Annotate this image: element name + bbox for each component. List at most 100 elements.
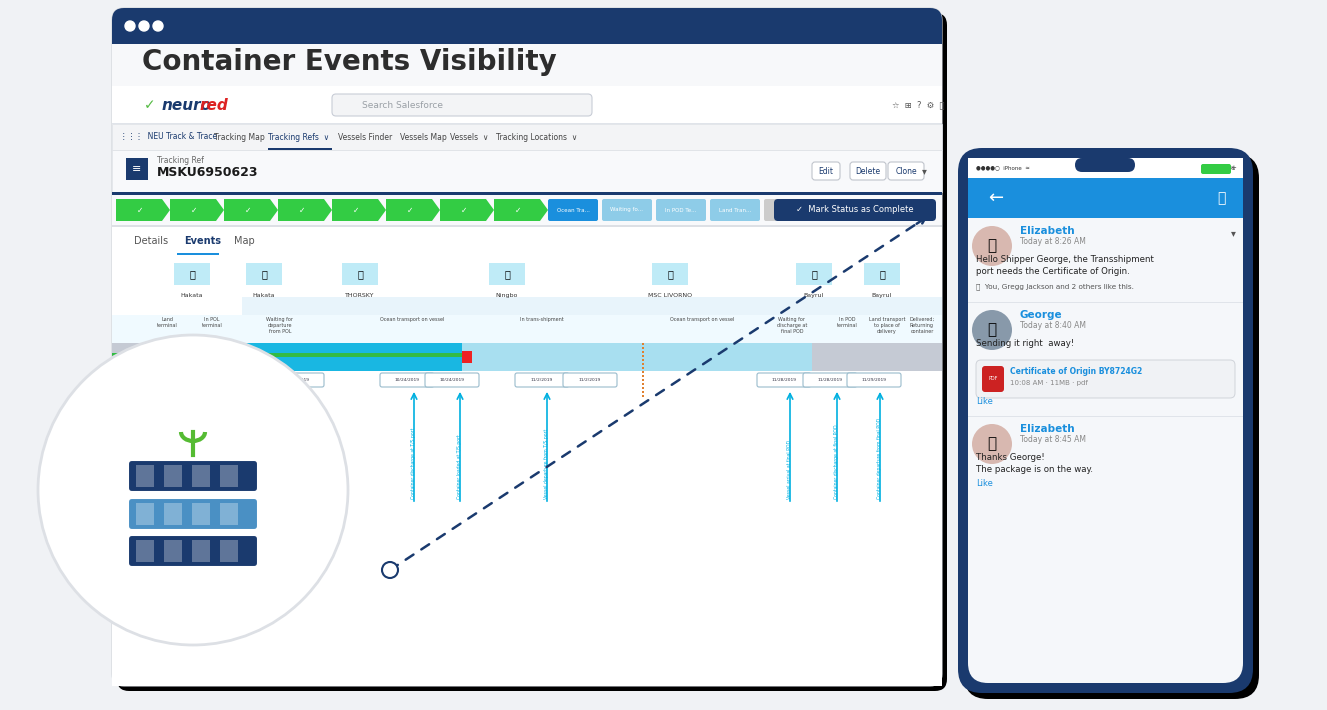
Text: Like: Like <box>975 479 993 488</box>
Bar <box>642 367 644 369</box>
Circle shape <box>971 310 1013 350</box>
Text: Bayrul: Bayrul <box>872 293 892 298</box>
FancyBboxPatch shape <box>127 460 257 492</box>
Text: Ocean Tra...: Ocean Tra... <box>556 207 589 212</box>
Text: Like: Like <box>975 397 993 406</box>
Text: Waiting fo...: Waiting fo... <box>610 207 644 212</box>
Text: MSC LIVORNO: MSC LIVORNO <box>648 293 693 298</box>
Bar <box>242 297 942 315</box>
Text: Today at 8:45 AM: Today at 8:45 AM <box>1020 435 1085 444</box>
Bar <box>111 123 942 124</box>
Text: ←: ← <box>989 189 1003 207</box>
Text: 11/2/2019: 11/2/2019 <box>531 378 553 382</box>
FancyBboxPatch shape <box>812 162 840 180</box>
Text: Tracking Locations  ∨: Tracking Locations ∨ <box>496 133 577 141</box>
Text: 🏗: 🏗 <box>811 269 817 279</box>
FancyBboxPatch shape <box>888 162 924 180</box>
Bar <box>642 375 644 377</box>
Text: Tracking Ref: Tracking Ref <box>157 156 204 165</box>
FancyBboxPatch shape <box>425 373 479 387</box>
Bar <box>135 540 154 562</box>
Bar <box>967 416 1243 417</box>
Bar <box>111 343 242 371</box>
Bar <box>642 391 644 393</box>
Bar <box>111 124 942 150</box>
Text: Delete: Delete <box>856 167 881 175</box>
Bar <box>652 263 687 285</box>
Text: Edit: Edit <box>819 167 833 175</box>
Bar <box>642 383 644 385</box>
Text: Details: Details <box>134 236 169 246</box>
Text: 🏗: 🏗 <box>261 269 267 279</box>
Text: George: George <box>1020 310 1063 320</box>
Text: ✓: ✓ <box>515 205 522 214</box>
Bar <box>642 351 644 353</box>
Bar <box>111 227 942 255</box>
Text: +: + <box>1230 165 1235 171</box>
Text: ✓: ✓ <box>299 205 305 214</box>
Bar <box>111 315 942 343</box>
Text: 98%: 98% <box>1221 165 1235 170</box>
Text: 🏗: 🏗 <box>504 269 510 279</box>
Text: The package is on the way.: The package is on the way. <box>975 465 1093 474</box>
Polygon shape <box>441 199 494 221</box>
Text: 👩: 👩 <box>987 239 997 253</box>
Text: ✓: ✓ <box>407 205 413 214</box>
Bar <box>642 355 644 357</box>
FancyBboxPatch shape <box>967 158 1243 683</box>
Bar <box>174 263 210 285</box>
Text: 👍  You, Gregg Jackson and 2 others like this.: 👍 You, Gregg Jackson and 2 others like t… <box>975 283 1133 290</box>
Text: Certificate of Origin BY8724G2: Certificate of Origin BY8724G2 <box>1010 367 1143 376</box>
Bar <box>967 178 1243 218</box>
Bar <box>111 86 942 124</box>
Text: 👨: 👨 <box>987 322 997 337</box>
FancyBboxPatch shape <box>1075 158 1135 172</box>
Text: 10/17/2019: 10/17/2019 <box>284 378 309 382</box>
Text: Waiting for
departure
from POL: Waiting for departure from POL <box>267 317 293 334</box>
FancyBboxPatch shape <box>803 373 857 387</box>
Text: Delivered...: Delivered... <box>774 207 804 212</box>
Text: In trans-shipment: In trans-shipment <box>520 317 564 322</box>
Text: 🚢: 🚢 <box>667 269 673 279</box>
Text: Clone: Clone <box>896 167 917 175</box>
Text: In POD
terminal: In POD terminal <box>836 317 857 328</box>
Text: 👩: 👩 <box>987 437 997 452</box>
Bar <box>111 150 942 192</box>
Bar <box>967 158 1243 178</box>
Circle shape <box>382 562 398 578</box>
FancyBboxPatch shape <box>380 373 434 387</box>
FancyBboxPatch shape <box>269 373 324 387</box>
Text: Delivered;
Returning
container: Delivered; Returning container <box>909 317 934 334</box>
Bar <box>192 465 210 487</box>
Bar <box>642 379 644 381</box>
Bar <box>490 263 525 285</box>
Bar <box>796 263 832 285</box>
FancyBboxPatch shape <box>656 199 706 221</box>
Text: Search Salesforce: Search Salesforce <box>362 101 443 109</box>
Text: ✓  Mark Status as Complete: ✓ Mark Status as Complete <box>796 205 914 214</box>
Text: Map: Map <box>234 236 255 246</box>
Bar <box>111 353 467 357</box>
Text: Container departure from final POD: Container departure from final POD <box>877 417 882 499</box>
Text: Hakata: Hakata <box>180 293 203 298</box>
Text: ●●●●○  iPhone  ≈: ●●●●○ iPhone ≈ <box>975 165 1030 170</box>
Bar <box>242 343 462 371</box>
Bar <box>967 302 1243 303</box>
FancyBboxPatch shape <box>817 199 868 221</box>
Text: Waiting for
discharge at
final POD: Waiting for discharge at final POD <box>776 317 807 334</box>
Bar <box>111 195 942 225</box>
Polygon shape <box>277 199 332 221</box>
Bar <box>642 371 644 373</box>
Text: Container discharge at T/S port: Container discharge at T/S port <box>411 427 415 499</box>
Polygon shape <box>224 199 277 221</box>
FancyBboxPatch shape <box>332 94 592 116</box>
Text: Vessels Finder: Vessels Finder <box>338 133 393 141</box>
Text: Thanks George!: Thanks George! <box>975 453 1044 462</box>
Bar <box>111 255 942 686</box>
Bar <box>220 465 238 487</box>
FancyBboxPatch shape <box>602 199 652 221</box>
Bar <box>245 263 283 285</box>
FancyBboxPatch shape <box>127 498 257 530</box>
Text: ✓: ✓ <box>353 205 360 214</box>
Text: Vessel departure from T/S port: Vessel departure from T/S port <box>544 429 549 499</box>
